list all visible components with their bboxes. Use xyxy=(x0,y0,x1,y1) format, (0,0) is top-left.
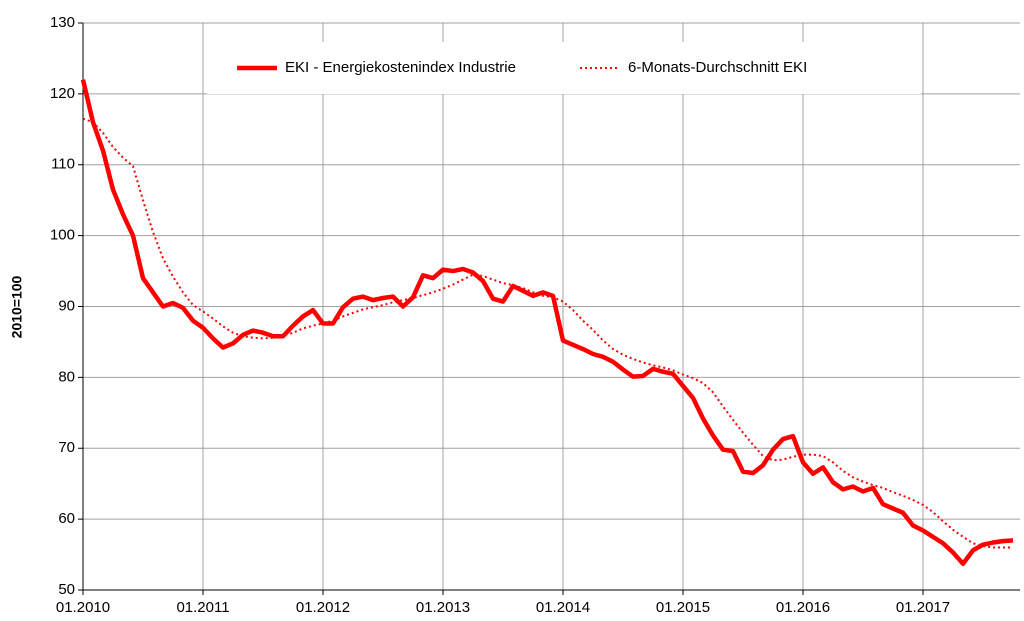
y-tick-label: 70 xyxy=(58,439,75,456)
y-tick-label: 130 xyxy=(50,14,75,31)
x-tick-label: 01.2011 xyxy=(176,599,229,616)
legend-label: EKI - Energiekostenindex Industrie xyxy=(285,59,516,76)
legend-box xyxy=(207,42,921,94)
x-tick-label: 01.2017 xyxy=(896,599,950,616)
y-axis-label: 2010=100 xyxy=(9,275,25,338)
y-tick-label: 80 xyxy=(58,368,75,385)
x-tick-label: 01.2016 xyxy=(776,599,830,616)
y-tick-label: 100 xyxy=(50,227,75,244)
y-tick-label: 60 xyxy=(58,510,75,527)
series-line xyxy=(82,117,1013,549)
y-tick-label: 120 xyxy=(50,85,75,102)
x-tick-label: 01.2013 xyxy=(416,599,470,616)
y-tick-label: 110 xyxy=(51,156,75,173)
y-tick-label: 90 xyxy=(58,297,75,314)
series-line xyxy=(80,79,1014,567)
x-tick-label: 01.2015 xyxy=(656,599,710,616)
y-tick-label: 50 xyxy=(58,581,75,598)
x-tick-label: 01.2012 xyxy=(296,599,350,616)
legend-label: 6-Monats-Durchschnitt EKI xyxy=(628,59,807,76)
x-tick-label: 01.2010 xyxy=(56,599,110,616)
x-tick-label: 01.2014 xyxy=(536,599,590,616)
